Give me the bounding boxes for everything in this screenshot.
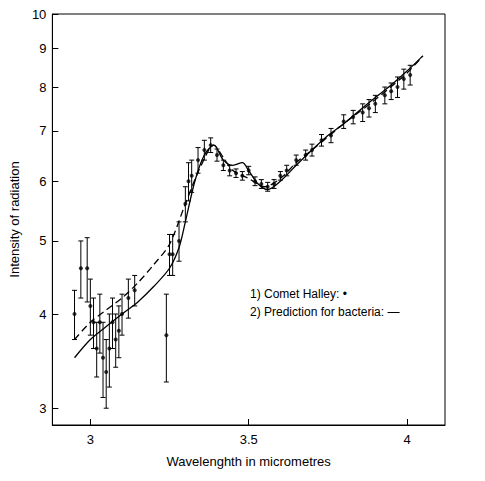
svg-text:3: 3	[39, 401, 46, 416]
svg-text:2) Prediction for bacteria: —: 2) Prediction for bacteria: —	[250, 305, 399, 319]
svg-text:4: 4	[403, 432, 410, 447]
svg-text:Intensity of radiation: Intensity of radiation	[7, 161, 22, 277]
svg-text:5: 5	[39, 233, 46, 248]
svg-text:Wavelenghth in micrometres: Wavelenghth in micrometres	[167, 454, 332, 469]
svg-text:3: 3	[87, 432, 94, 447]
svg-text:9: 9	[39, 41, 46, 56]
svg-text:3.5: 3.5	[240, 432, 258, 447]
svg-text:10: 10	[32, 7, 46, 22]
svg-text:6: 6	[39, 174, 46, 189]
svg-text:7: 7	[39, 123, 46, 138]
svg-text:1) Comet Halley: •: 1) Comet Halley: •	[250, 287, 347, 301]
svg-text:4: 4	[39, 307, 46, 322]
svg-text:8: 8	[39, 80, 46, 95]
